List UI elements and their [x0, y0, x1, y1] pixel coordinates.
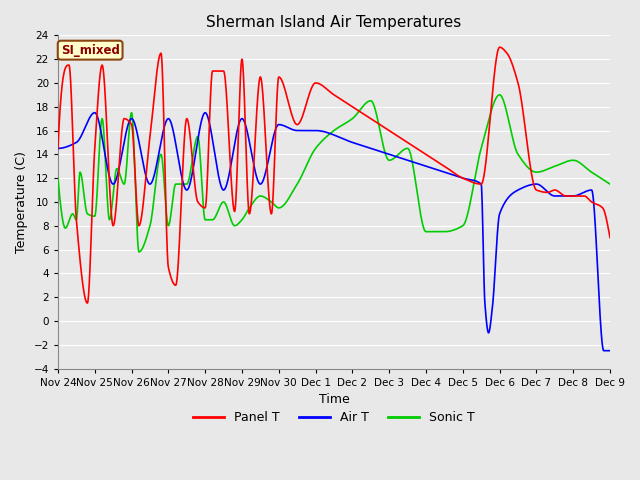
X-axis label: Time: Time: [319, 393, 349, 406]
Title: Sherman Island Air Temperatures: Sherman Island Air Temperatures: [206, 15, 461, 30]
Y-axis label: Temperature (C): Temperature (C): [15, 151, 28, 253]
Legend: Panel T, Air T, Sonic T: Panel T, Air T, Sonic T: [188, 406, 480, 429]
Text: SI_mixed: SI_mixed: [61, 44, 120, 57]
